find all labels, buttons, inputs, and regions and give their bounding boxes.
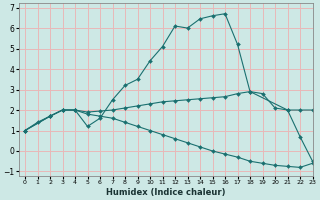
X-axis label: Humidex (Indice chaleur): Humidex (Indice chaleur) bbox=[106, 188, 225, 197]
